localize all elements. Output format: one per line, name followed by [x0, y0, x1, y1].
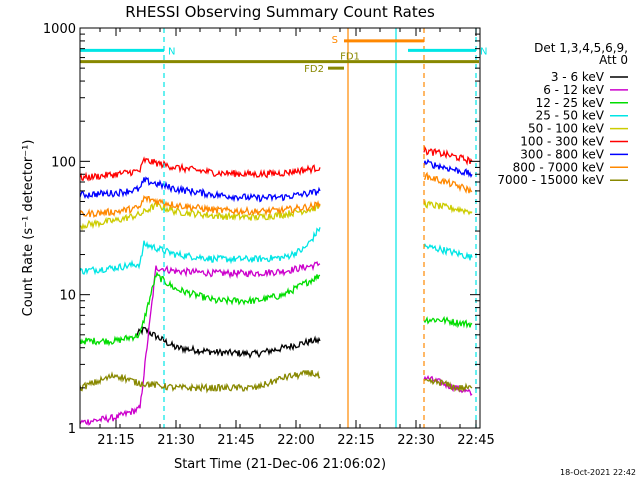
x-tick-label-5: 22:30 [397, 433, 434, 448]
y-tick-label-2: 100 [51, 155, 76, 170]
y-axis-label: Count Rate (s⁻¹ detector⁻¹) [21, 140, 36, 317]
series-line-3 [80, 227, 321, 276]
series-line-2 [80, 271, 321, 347]
y-tick-label-3: 1000 [43, 22, 76, 37]
legend-label-5: 100 - 300 keV [520, 135, 604, 149]
x-tick-label-0: 21:15 [97, 433, 134, 448]
series-line-6 [80, 176, 321, 203]
timestamp: 18-Oct-2021 22:42 [560, 468, 636, 477]
series-line-7 [80, 194, 321, 219]
x-tick-label-6: 22:45 [457, 433, 494, 448]
y-tick-label-0: 1 [68, 422, 76, 437]
series-line-8 [423, 377, 473, 393]
series-line-4 [423, 199, 473, 216]
legend-label-6: 300 - 800 keV [520, 147, 604, 161]
x-tick-label-3: 22:00 [277, 433, 314, 448]
chart-title: RHESSI Observing Summary Count Rates [125, 3, 435, 21]
x-axis-label: Start Time (21-Dec-06 21:06:02) [174, 457, 386, 472]
legend-label-2: 12 - 25 keV [536, 96, 605, 110]
series-line-1 [80, 260, 321, 426]
series-line-4 [80, 201, 321, 231]
series-line-2 [423, 315, 473, 329]
x-tick-label-1: 21:30 [157, 433, 194, 448]
annotation-label-1: N [480, 46, 487, 57]
legend-label-4: 50 - 100 keV [528, 122, 605, 136]
legend-label-1: 6 - 12 keV [543, 83, 605, 97]
annotation-label-2: S [332, 35, 338, 46]
legend-header-line1: Det 1,3,4,5,6,9, [534, 41, 628, 55]
legend-label-8: 7000 - 15000 keV [497, 173, 604, 187]
series-line-0 [135, 326, 321, 359]
legend-label-7: 800 - 7000 keV [513, 160, 605, 174]
x-tick-label-2: 21:45 [217, 433, 254, 448]
annotation-label-4: FD2 [304, 64, 324, 75]
annotation-label-0: N [168, 46, 175, 57]
series-line-3 [423, 243, 473, 261]
legend-label-3: 25 - 50 keV [536, 109, 605, 123]
x-tick-label-4: 22:15 [337, 433, 374, 448]
series-line-6 [423, 158, 473, 179]
series-line-7 [423, 171, 473, 194]
legend-header-line2: Att 0 [599, 53, 628, 67]
series-line-5 [423, 145, 473, 166]
series-line-8 [80, 369, 321, 394]
annotation-label-3: FD1 [340, 52, 360, 63]
series-line-5 [80, 156, 321, 182]
legend-label-0: 3 - 6 keV [551, 70, 605, 84]
series-line-1 [423, 374, 473, 397]
y-tick-label-1: 10 [59, 289, 76, 304]
